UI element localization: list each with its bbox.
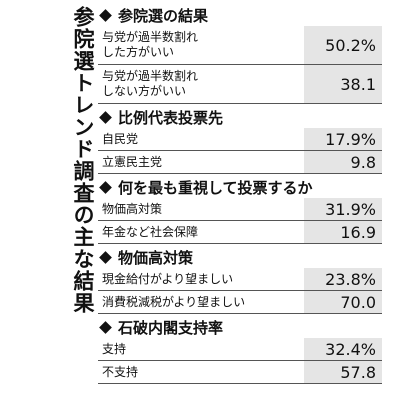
row-label: 消費税減税がより望ましい — [102, 294, 246, 309]
results-panel: 参院選の結果 与党が過半数割れ した方がいい 50.2% 与党が過半数割れ しな… — [98, 4, 382, 386]
row-label: 支持 — [102, 341, 127, 356]
section-title: 何を最も重視して投票するか — [118, 178, 313, 197]
row-value: 9.8 — [304, 151, 382, 173]
section-proportional-vote: 比例代表投票先 自民党 17.9% 立憲民主党 9.8 — [98, 106, 382, 174]
diamond-bullet-icon — [99, 320, 112, 334]
section-cabinet-approval: 石破内閣支持率 支持 32.4% 不支持 57.8 — [98, 316, 382, 384]
row-label: 与党が過半数割れ した方がいい — [102, 30, 199, 59]
row-value: 57.8 — [304, 361, 382, 383]
section-title: 比例代表投票先 — [118, 108, 224, 127]
row-label: 与党が過半数割れ しない方がいい — [102, 69, 199, 98]
section-header: 比例代表投票先 — [98, 106, 382, 128]
row-label: 年金など社会保障 — [102, 224, 199, 239]
section-election-result: 参院選の結果 与党が過半数割れ した方がいい 50.2% 与党が過半数割れ しな… — [98, 4, 382, 104]
row-label: 物価高対策 — [102, 201, 163, 216]
result-row: 自民党 17.9% — [98, 128, 382, 151]
diamond-bullet-icon — [99, 8, 112, 22]
row-label: 自民党 — [102, 131, 139, 146]
result-row: 消費税減税がより望ましい 70.0 — [98, 291, 382, 314]
diamond-bullet-icon — [99, 250, 112, 264]
result-row: 年金など社会保障 16.9 — [98, 221, 382, 244]
vertical-title: 参院選トレンド調査の主な結果 — [71, 6, 95, 314]
row-value: 50.2% — [304, 26, 382, 64]
row-value: 16.9 — [304, 221, 382, 243]
section-header: 物価高対策 — [98, 246, 382, 268]
result-row: 立憲民主党 9.8 — [98, 151, 382, 174]
row-value: 17.9% — [304, 128, 382, 150]
diamond-bullet-icon — [99, 110, 112, 124]
result-row: 支持 32.4% — [98, 338, 382, 361]
result-row: 与党が過半数割れ した方がいい 50.2% — [98, 26, 382, 65]
row-value: 32.4% — [304, 338, 382, 360]
row-label: 不支持 — [102, 364, 139, 379]
result-row: 物価高対策 31.9% — [98, 198, 382, 221]
row-label: 現金給付がより望ましい — [102, 271, 234, 286]
row-label: 立憲民主党 — [102, 154, 163, 169]
result-row: 現金給付がより望ましい 23.8% — [98, 268, 382, 291]
row-value: 38.1 — [304, 65, 382, 103]
section-title: 石破内閣支持率 — [118, 318, 224, 337]
diamond-bullet-icon — [99, 180, 112, 194]
row-value: 31.9% — [304, 198, 382, 220]
section-title: 参院選の結果 — [118, 6, 209, 25]
section-header: 何を最も重視して投票するか — [98, 176, 382, 198]
section-title: 物価高対策 — [118, 248, 194, 267]
section-header: 参院選の結果 — [98, 4, 382, 26]
section-priority-issue: 何を最も重視して投票するか 物価高対策 31.9% 年金など社会保障 16.9 — [98, 176, 382, 244]
section-inflation-measures: 物価高対策 現金給付がより望ましい 23.8% 消費税減税がより望ましい 70.… — [98, 246, 382, 314]
row-value: 23.8% — [304, 268, 382, 290]
section-header: 石破内閣支持率 — [98, 316, 382, 338]
result-row: 不支持 57.8 — [98, 361, 382, 384]
result-row: 与党が過半数割れ しない方がいい 38.1 — [98, 65, 382, 104]
row-value: 70.0 — [304, 291, 382, 313]
